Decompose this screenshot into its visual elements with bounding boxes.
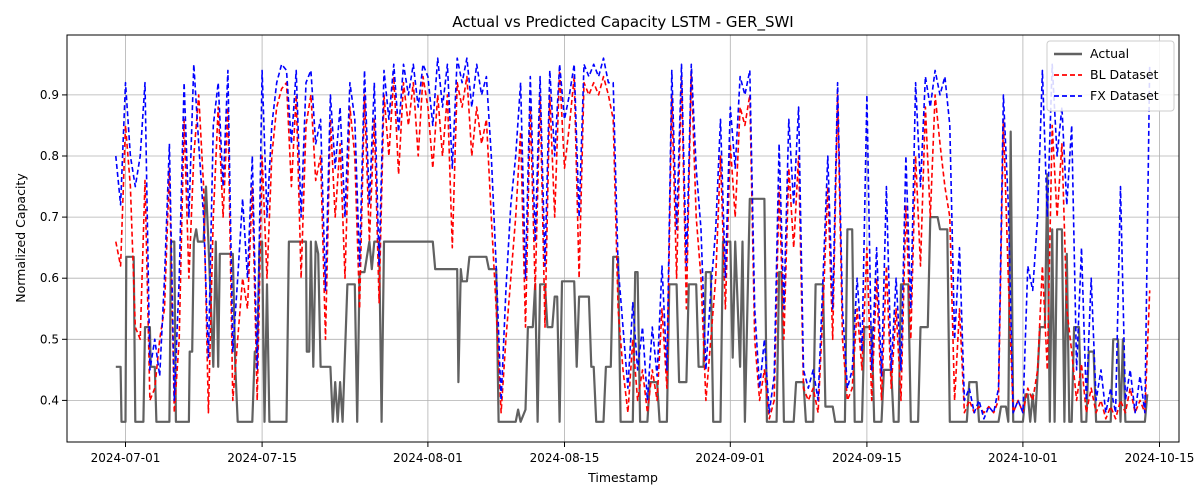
legend-label-bl-dataset: BL Dataset bbox=[1090, 67, 1159, 82]
grid-lines bbox=[67, 35, 1179, 442]
x-axis-label: Timestamp bbox=[587, 470, 658, 485]
x-tick-label: 2024-09-01 bbox=[695, 451, 765, 465]
series-line-bl-dataset bbox=[115, 69, 1151, 420]
x-tick-label: 2024-08-15 bbox=[530, 451, 600, 465]
axis-ticks: 2024-07-01 2024-07-15 2024-08-01 2024-08-15… bbox=[40, 88, 1194, 465]
y-tick-label: 0.9 bbox=[40, 88, 59, 102]
y-tick-label: 0.8 bbox=[40, 149, 59, 163]
series-line-fx-dataset bbox=[115, 57, 1151, 420]
series-line-actual bbox=[115, 130, 1149, 423]
x-tick-label: 2024-09-15 bbox=[832, 451, 902, 465]
y-tick-label: 0.5 bbox=[40, 332, 59, 346]
x-tick-label: 2024-10-15 bbox=[1125, 451, 1195, 465]
series-layer bbox=[115, 57, 1151, 423]
plot-area-frame bbox=[66, 34, 1180, 443]
legend-label-actual: Actual bbox=[1090, 46, 1129, 61]
x-tick-label: 2024-07-15 bbox=[227, 451, 297, 465]
x-tick-label: 2024-08-01 bbox=[393, 451, 463, 465]
chart-title: Actual vs Predicted Capacity LSTM - GER_… bbox=[452, 13, 793, 32]
y-tick-label: 0.7 bbox=[40, 210, 59, 224]
x-tick-label: 2024-07-01 bbox=[91, 451, 161, 465]
legend: Actual BL Dataset FX Dataset bbox=[1046, 40, 1175, 112]
legend-label-fx-dataset: FX Dataset bbox=[1090, 88, 1159, 103]
y-tick-label: 0.6 bbox=[40, 271, 59, 285]
y-tick-label: 0.4 bbox=[40, 393, 59, 407]
legend-box bbox=[1046, 40, 1175, 112]
y-axis-label: Normalized Capacity bbox=[13, 173, 28, 303]
x-tick-label: 2024-10-01 bbox=[988, 451, 1058, 465]
